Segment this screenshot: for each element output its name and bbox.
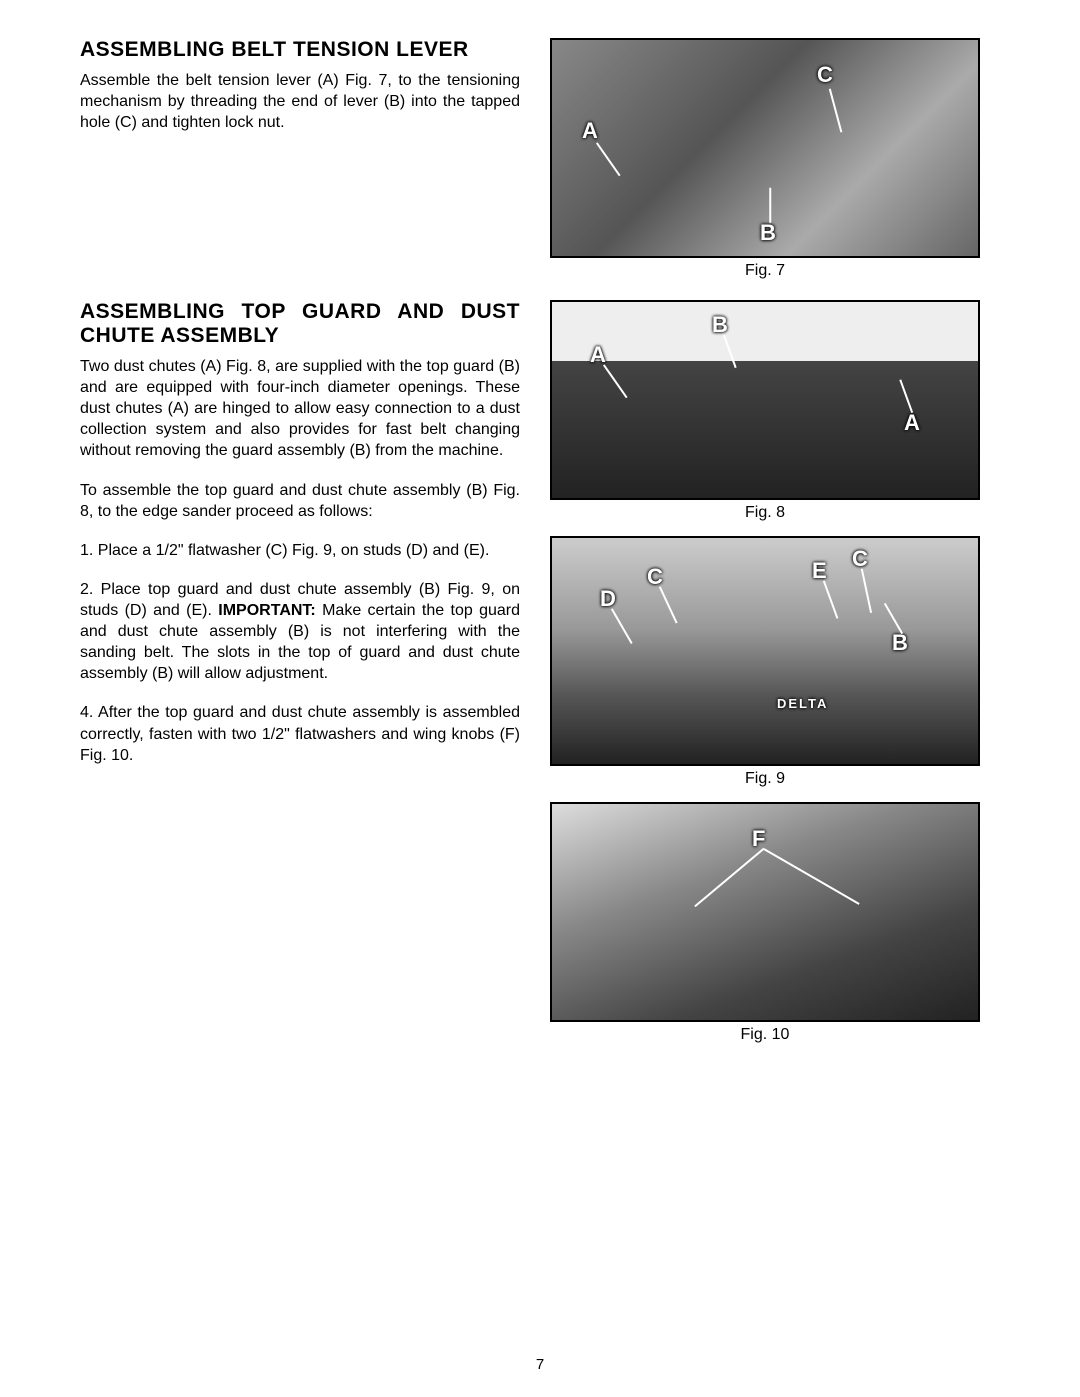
fig7-leader-c (829, 89, 842, 133)
right-column-2: A B A Fig. 8 D C E C B DELTA Fig. 9 F (550, 300, 980, 1058)
fig9-leader-c1 (659, 586, 677, 623)
section2-p4: 2. Place top guard and dust chute assemb… (80, 579, 520, 685)
fig9-leader-e (823, 580, 838, 618)
section-belt-tension: ASSEMBLING BELT TENSION LEVER Assemble t… (80, 38, 1000, 294)
fig9-callout-d: D (600, 586, 616, 612)
section2-p2: To assemble the top guard and dust chute… (80, 480, 520, 522)
section2-p1: Two dust chutes (A) Fig. 8, are supplied… (80, 356, 520, 462)
fig8-leader-b (723, 334, 736, 367)
fig9-leader-d (611, 608, 632, 643)
figure-10-caption: Fig. 10 (550, 1026, 980, 1044)
figure-10: F (550, 802, 980, 1022)
fig8-callout-a2: A (904, 410, 920, 436)
figure-7-caption: Fig. 7 (550, 262, 980, 280)
figure-9: D C E C B DELTA (550, 536, 980, 766)
left-column-1: ASSEMBLING BELT TENSION LEVER Assemble t… (80, 38, 520, 294)
fig7-leader-a (596, 142, 620, 176)
section1-title: ASSEMBLING BELT TENSION LEVER (80, 38, 520, 62)
figure-8-caption: Fig. 8 (550, 504, 980, 522)
section2-p4-bold: IMPORTANT: (218, 602, 315, 619)
fig8-leader-a1 (603, 364, 627, 398)
left-column-2: ASSEMBLING TOP GUARD AND DUST CHUTE ASSE… (80, 300, 520, 1058)
fig9-leader-c2 (861, 569, 872, 613)
right-column-1: A B C Fig. 7 (550, 38, 980, 294)
figure-9-caption: Fig. 9 (550, 770, 980, 788)
fig10-leader-f1 (695, 848, 765, 907)
figure-8: A B A (550, 300, 980, 500)
fig7-callout-a: A (582, 118, 598, 144)
fig7-leader-b (769, 188, 771, 223)
fig8-callout-b: B (712, 312, 728, 338)
fig9-callout-c2: C (852, 546, 868, 572)
fig7-callout-b: B (760, 220, 776, 246)
section2-p3: 1. Place a 1/2" flatwasher (C) Fig. 9, o… (80, 540, 520, 561)
fig9-callout-b: B (892, 630, 908, 656)
figure-7: A B C (550, 38, 980, 258)
section2-p5: 4. After the top guard and dust chute as… (80, 702, 520, 765)
fig7-callout-c: C (817, 62, 833, 88)
fig8-leader-a2 (899, 380, 912, 413)
page-number: 7 (0, 1356, 1080, 1373)
section2-title: ASSEMBLING TOP GUARD AND DUST CHUTE ASSE… (80, 300, 520, 348)
fig9-brand: DELTA (777, 696, 828, 711)
section-top-guard: ASSEMBLING TOP GUARD AND DUST CHUTE ASSE… (80, 300, 1000, 1058)
fig10-leader-f2 (764, 848, 860, 904)
section1-body: Assemble the belt tension lever (A) Fig.… (80, 70, 520, 133)
